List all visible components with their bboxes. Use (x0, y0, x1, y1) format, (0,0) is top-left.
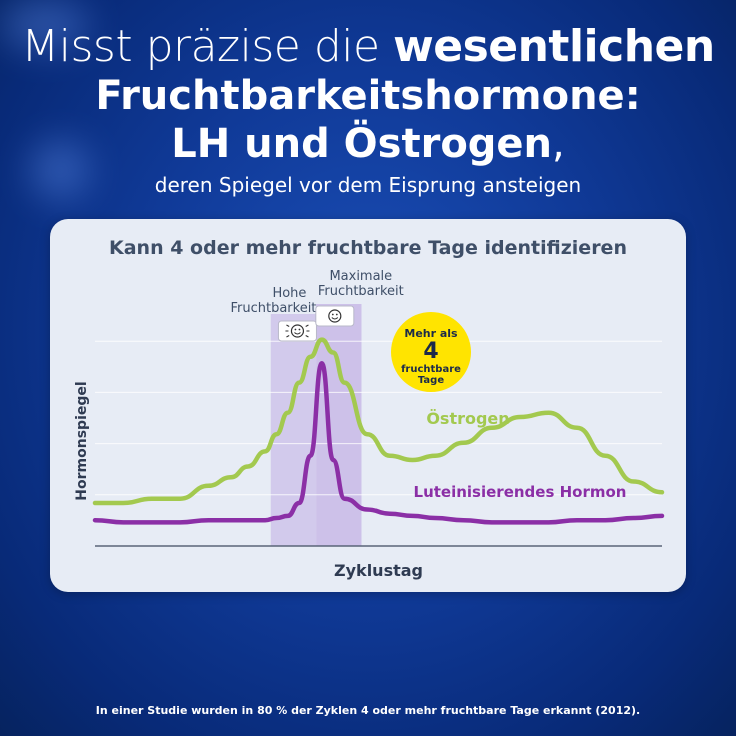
smiley-flash-icon-mouth (294, 332, 301, 335)
smiley-flash-icon-ray (286, 335, 290, 338)
background-glow-top (0, 0, 90, 50)
smiley-icon (328, 309, 342, 323)
smiley-icon-box (315, 305, 355, 327)
background-glow-left (30, 140, 90, 200)
headline-line-3-tail: , (552, 121, 565, 167)
smiley-icon-eye (331, 313, 334, 316)
band-label-high-line1: Hohe (272, 286, 306, 301)
callout-line3: Tage (418, 375, 444, 386)
x-axis-label: Zyklustag (334, 561, 423, 580)
band-label-peak-line1: Maximale (329, 269, 392, 284)
callout-line1: Mehr als (404, 327, 458, 340)
headline-line-3: LH und Östrogen, (0, 120, 736, 168)
headline-line-2: Fruchtbarkeitshormone: (95, 73, 641, 119)
series-line-oestrogen (92, 337, 665, 506)
smiley-flash-icon-eye (294, 328, 297, 331)
series-label-oestrogen: Östrogen (426, 409, 509, 428)
series-label-lh: Luteinisierendes Hormon (414, 483, 627, 501)
smiley-icon-mouth (331, 317, 339, 320)
headline-line-3-bold: LH und Östrogen (171, 121, 553, 167)
chart-card: Kann 4 oder mehr fruchtbare Tage identif… (50, 219, 686, 592)
headline: Misst präzise die wesentlichen Fruchtbar… (0, 22, 736, 198)
hormone-chart: HoheFruchtbarkeitMaximaleFruchtbarkeitÖs… (74, 269, 665, 580)
headline-subline: deren Spiegel vor dem Eisprung ansteigen (154, 173, 582, 197)
callout-number: 4 (423, 339, 438, 364)
smiley-icon-eye (335, 313, 338, 316)
series-line-lh (92, 361, 665, 525)
y-axis-label: Hormonspiegel (74, 381, 90, 500)
smiley-flash-icon-ray (286, 324, 290, 327)
smiley-flash-icon-ray (305, 324, 309, 327)
smiley-flash-icon-ray (305, 335, 309, 338)
band-label-high-line2: Fruchtbarkeit (230, 301, 316, 316)
callout-badge (391, 312, 471, 392)
headline-line-1-bold: wesentlichen (393, 21, 715, 72)
callout-line2: fruchtbare (401, 364, 461, 375)
chart-title: Kann 4 oder mehr fruchtbare Tage identif… (109, 237, 627, 259)
smiley-flash-icon (290, 324, 305, 338)
smiley-flash-icon-eye (298, 328, 301, 331)
fertility-band-peak (316, 304, 362, 546)
headline-line-1: Misst präzise die wesentlichen (0, 22, 736, 72)
band-label-peak-line2: Fruchtbarkeit (318, 284, 404, 299)
smiley-flash-icon-box (277, 320, 317, 342)
headline-line-1-light: Misst präzise die (21, 21, 394, 72)
footnote: In einer Studie wurden in 80 % der Zykle… (95, 704, 641, 717)
